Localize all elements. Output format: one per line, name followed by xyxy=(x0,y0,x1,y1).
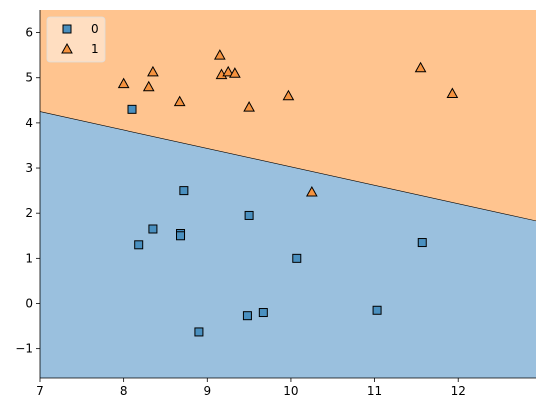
x-tick-label: 12 xyxy=(451,384,466,398)
point-class-0 xyxy=(244,210,254,220)
point-class-1 xyxy=(222,65,235,77)
y-tick-label: 0 xyxy=(25,296,33,310)
point-class-1 xyxy=(243,101,255,112)
point-class-1 xyxy=(305,185,318,197)
y-tick-label: 1 xyxy=(25,251,33,265)
point-class-1 xyxy=(117,77,130,89)
point-class-1 xyxy=(173,95,186,107)
point-class-0 xyxy=(176,231,186,241)
legend: 01 xyxy=(46,16,106,63)
point-class-0 xyxy=(194,327,204,337)
x-tick-label: 11 xyxy=(367,384,382,398)
point-class-0 xyxy=(258,308,268,318)
point-class-0 xyxy=(148,224,158,234)
decision-boundary xyxy=(39,111,537,222)
x-tick-label: 10 xyxy=(283,384,298,398)
y-tick-label: 2 xyxy=(25,206,33,220)
point-class-1 xyxy=(147,65,159,77)
x-tick-label: 8 xyxy=(120,384,128,398)
decision-regions xyxy=(40,10,536,378)
y-tick-label: −1 xyxy=(15,342,33,356)
point-class-0 xyxy=(292,253,302,263)
legend-marker-1 xyxy=(61,42,73,54)
legend-box xyxy=(46,16,106,63)
data-points xyxy=(117,49,459,337)
point-class-0 xyxy=(179,186,189,196)
point-class-0 xyxy=(242,311,252,321)
legend-label: 0 xyxy=(91,22,99,36)
point-class-0 xyxy=(127,104,137,114)
point-class-1 xyxy=(213,49,226,60)
point-class-0 xyxy=(134,240,144,250)
point-class-1 xyxy=(282,89,295,101)
point-class-1 xyxy=(414,61,427,73)
x-tick-label: 7 xyxy=(36,384,44,398)
region-class-0 xyxy=(40,111,536,378)
point-class-0 xyxy=(417,238,427,248)
y-tick-label: 6 xyxy=(25,26,33,40)
y-tick-label: 3 xyxy=(25,161,33,175)
point-class-0 xyxy=(372,305,382,315)
boundary-line xyxy=(39,111,537,222)
x-tick-label: 9 xyxy=(203,384,211,398)
point-class-1 xyxy=(142,80,155,92)
point-class-1 xyxy=(446,87,459,99)
point-class-1 xyxy=(229,67,241,78)
y-tick-label: 5 xyxy=(25,71,33,85)
legend-label: 1 xyxy=(91,42,99,56)
legend-marker-0 xyxy=(62,24,72,34)
y-tick-label: 4 xyxy=(25,116,33,130)
region-class-1 xyxy=(40,10,536,221)
